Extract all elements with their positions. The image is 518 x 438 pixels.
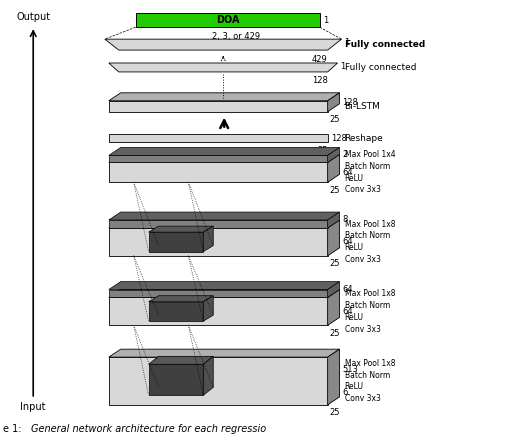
- Text: Max Pool 1x8
Batch Norm
ReLU
Conv 3x3: Max Pool 1x8 Batch Norm ReLU Conv 3x3: [344, 219, 395, 264]
- Text: DOA: DOA: [216, 15, 239, 25]
- Polygon shape: [149, 296, 213, 302]
- Polygon shape: [149, 226, 213, 232]
- Polygon shape: [149, 302, 203, 321]
- Text: 128: 128: [312, 76, 327, 85]
- Text: 2: 2: [342, 150, 348, 159]
- Polygon shape: [203, 296, 213, 321]
- Polygon shape: [327, 212, 340, 228]
- Polygon shape: [109, 220, 340, 228]
- Text: 6: 6: [342, 389, 348, 397]
- Polygon shape: [327, 220, 340, 256]
- Polygon shape: [109, 93, 340, 101]
- Polygon shape: [149, 357, 213, 364]
- Text: Fully connected: Fully connected: [344, 63, 416, 72]
- Text: 1: 1: [340, 62, 346, 71]
- Polygon shape: [327, 93, 340, 112]
- Text: 25: 25: [318, 146, 328, 155]
- Polygon shape: [136, 13, 320, 27]
- Text: Max Pool 1x4
Batch Norm
ReLU
Conv 3x3: Max Pool 1x4 Batch Norm ReLU Conv 3x3: [344, 150, 395, 194]
- Polygon shape: [109, 212, 340, 220]
- Text: 25: 25: [329, 115, 340, 124]
- Text: 128: 128: [342, 98, 358, 107]
- Text: Input: Input: [21, 402, 46, 412]
- Polygon shape: [109, 290, 340, 297]
- Polygon shape: [109, 162, 327, 182]
- Polygon shape: [109, 349, 340, 357]
- Polygon shape: [109, 101, 327, 112]
- Text: Max Pool 1x8
Batch Norm
ReLU
Conv 3x3: Max Pool 1x8 Batch Norm ReLU Conv 3x3: [344, 289, 395, 334]
- Text: 64: 64: [342, 168, 353, 177]
- Polygon shape: [327, 349, 340, 405]
- Text: 25: 25: [329, 329, 340, 338]
- Polygon shape: [109, 228, 327, 256]
- Text: 64: 64: [342, 285, 353, 294]
- Polygon shape: [109, 155, 340, 162]
- Polygon shape: [109, 357, 327, 405]
- Text: e 1:: e 1:: [4, 424, 25, 434]
- Polygon shape: [109, 63, 338, 72]
- Text: 1: 1: [323, 16, 328, 25]
- Text: 25: 25: [329, 259, 340, 268]
- Text: 2, 3, or 429: 2, 3, or 429: [211, 32, 260, 41]
- Text: 128: 128: [330, 134, 347, 142]
- Text: 8: 8: [342, 215, 348, 225]
- Text: 64: 64: [342, 237, 353, 246]
- Text: 513: 513: [342, 364, 358, 374]
- Polygon shape: [149, 232, 203, 251]
- Polygon shape: [327, 155, 340, 182]
- Text: 64: 64: [342, 307, 353, 316]
- Text: 25: 25: [329, 186, 340, 194]
- Polygon shape: [109, 282, 340, 290]
- Polygon shape: [109, 297, 327, 325]
- Text: 429: 429: [312, 54, 327, 64]
- Text: Fully connected: Fully connected: [344, 40, 425, 49]
- Text: Max Pool 1x8
Batch Norm
ReLU
Conv 3x3: Max Pool 1x8 Batch Norm ReLU Conv 3x3: [344, 359, 395, 403]
- Polygon shape: [203, 226, 213, 251]
- Text: General network architecture for each regressio: General network architecture for each re…: [31, 424, 266, 434]
- Polygon shape: [109, 134, 327, 142]
- Polygon shape: [109, 290, 327, 297]
- Polygon shape: [327, 282, 340, 297]
- Text: Reshape: Reshape: [344, 134, 383, 142]
- Text: 25: 25: [329, 408, 340, 417]
- Polygon shape: [203, 357, 213, 395]
- Polygon shape: [327, 148, 340, 162]
- Polygon shape: [327, 290, 340, 325]
- Text: Output: Output: [16, 12, 50, 22]
- Polygon shape: [109, 155, 327, 162]
- Polygon shape: [109, 148, 340, 155]
- Polygon shape: [105, 39, 341, 50]
- Text: Bi-LSTM: Bi-LSTM: [344, 102, 380, 111]
- Text: 1: 1: [344, 38, 350, 47]
- Polygon shape: [149, 364, 203, 395]
- Polygon shape: [109, 220, 327, 228]
